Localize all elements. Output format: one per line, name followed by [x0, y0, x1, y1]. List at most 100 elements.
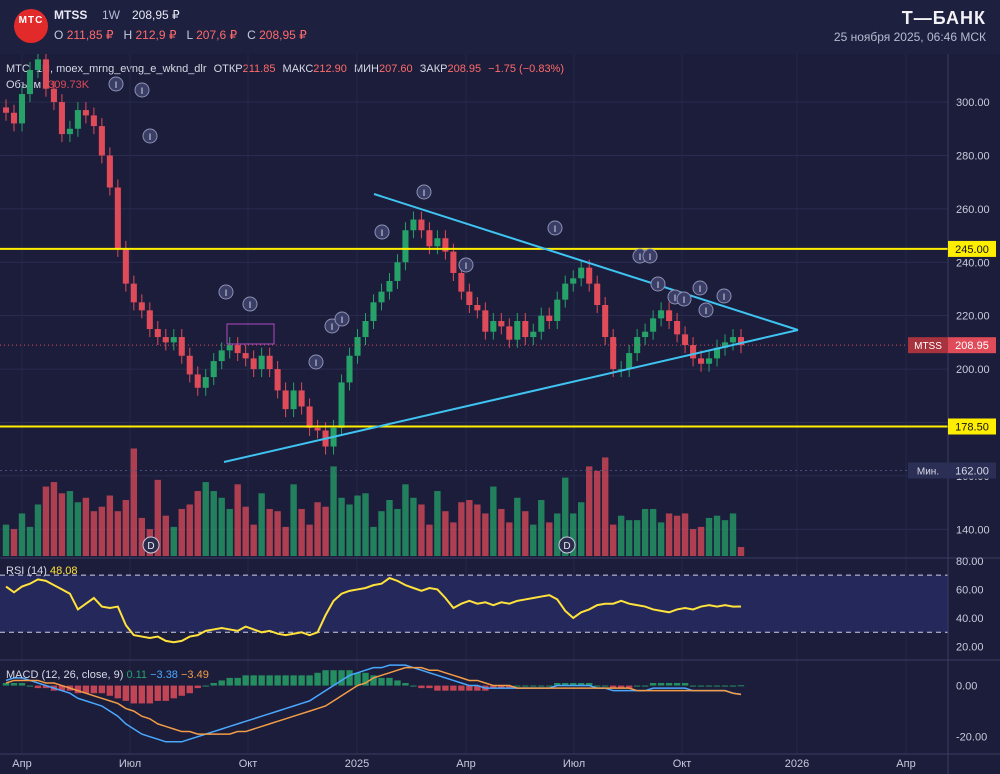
macd-histogram-bar: [18, 683, 26, 686]
event-marker-dividend: [142, 536, 160, 554]
candle-body: [266, 355, 273, 370]
volume-bar: [114, 511, 122, 556]
volume-bar: [330, 466, 337, 556]
macd-histogram-bar: [138, 685, 146, 704]
y-tick-label: 300.00: [956, 97, 990, 109]
macd-histogram-bar: [266, 675, 273, 686]
chart-header: МТС MTSS 1W 208,95 ₽ O 211,85 ₽ H 212,9 …: [0, 0, 1000, 54]
macd-line: [5, 664, 742, 743]
volume-bar: [378, 511, 385, 556]
macd-histogram-bar: [458, 685, 465, 691]
volume-bar: [617, 515, 625, 556]
legend-low: 207.60: [379, 63, 413, 75]
volume-bar: [649, 508, 657, 556]
event-marker-info-label: I: [225, 288, 228, 298]
macd-histogram-bar: [226, 677, 233, 686]
macd-histogram-bar: [170, 685, 177, 699]
volume-bar: [434, 491, 441, 556]
rsi-pane: RSI (14) 48.08: [0, 557, 1000, 644]
candle-body: [650, 318, 657, 332]
event-marker-info-label: I: [705, 306, 708, 316]
macd-histogram-bar: [290, 675, 297, 686]
rsi-line: [5, 576, 742, 644]
timeframe-label[interactable]: 1W: [102, 8, 120, 22]
candle-body: [202, 377, 209, 388]
y-tick-label: 140.00: [956, 524, 990, 536]
candle-body: [18, 94, 26, 124]
volume-bar: [458, 502, 465, 556]
volume-bar: [314, 502, 321, 556]
volume-bar: [490, 486, 497, 556]
candle-body: [402, 230, 409, 263]
macd-histogram-bar: [633, 685, 641, 687]
event-marker-dividend-label: D: [147, 541, 154, 552]
event-marker-info: [458, 257, 474, 273]
y-tick-label: 280.00: [956, 150, 990, 162]
candle-body: [546, 315, 553, 322]
candle-body: [290, 390, 297, 410]
event-marker-info: [374, 224, 390, 240]
candle-body: [106, 155, 113, 188]
event-marker-info-label: I: [423, 188, 426, 198]
volume-bar: [665, 513, 673, 556]
candle-body: [258, 355, 265, 370]
signal-line: [5, 666, 742, 735]
candle-body: [226, 345, 233, 351]
candle-body: [298, 390, 305, 407]
event-marker-info-label: I: [115, 80, 118, 90]
candle-body: [90, 115, 97, 127]
candle-body: [690, 345, 697, 359]
volume-bar: [42, 486, 50, 556]
macd-histogram-bar: [442, 685, 449, 691]
legend-change: −1.75 (−0.83%): [488, 63, 564, 75]
volume-bar: [721, 520, 729, 556]
volume-bar: [354, 495, 361, 556]
event-marker-info: [642, 248, 658, 264]
volume-bar: [625, 520, 633, 556]
candle-body: [538, 315, 545, 332]
volume-bar: [106, 495, 114, 556]
macd-histogram-bar: [673, 683, 681, 686]
macd-histogram-bar: [594, 685, 601, 687]
open-value: 211,85 ₽: [66, 28, 114, 42]
volume-bar: [90, 511, 98, 556]
legend-volume-label: Объем: [6, 79, 41, 91]
candle-body: [130, 283, 137, 303]
candle-body: [378, 291, 385, 303]
candle-body: [58, 102, 65, 135]
candle-body: [42, 59, 49, 89]
candle-body: [562, 283, 569, 300]
event-marker-info: [650, 276, 666, 292]
high-label: H: [123, 28, 133, 42]
chart-background: [0, 54, 1000, 774]
macd-pane: MACD (12, 26, close, 9) 0.11 −3.38 −3.49: [0, 659, 1000, 755]
macd-histogram-bar: [450, 685, 457, 691]
macd-tick-label: -20.00: [956, 732, 987, 744]
mts-logo: МТС: [14, 9, 48, 43]
candle-body: [154, 329, 161, 338]
volume-bar: [370, 526, 377, 556]
chart-canvas[interactable]: МТС, 1H, moex_mrng_evng_e_wknd_dlr ОТКР2…: [0, 54, 1000, 774]
candle-body: [146, 310, 153, 330]
candle-body: [522, 321, 529, 338]
rsi-legend: RSI (14) 48.08: [6, 565, 78, 577]
rsi-tick-label: 40.00: [956, 613, 984, 625]
candle-body: [10, 112, 18, 124]
macd-histogram-bar: [162, 685, 169, 701]
event-marker-info-label: I: [649, 252, 652, 262]
event-marker-info-label: I: [249, 300, 252, 310]
candle-body: [474, 305, 481, 311]
logo-text: МТС: [18, 15, 44, 26]
macd-histogram-bar: [378, 677, 385, 686]
snapshot-datetime: 25 ноября 2025, 06:46 МСК: [833, 30, 986, 44]
candle-body: [282, 390, 289, 410]
volume-bar: [713, 515, 721, 556]
macd-histogram-bar: [90, 685, 98, 694]
event-marker-info: [218, 284, 234, 300]
candle-body: [570, 278, 577, 284]
volume-bar: [186, 504, 193, 556]
ticker-symbol[interactable]: MTSS: [54, 8, 88, 22]
candle-body: [426, 230, 433, 247]
macd-histogram-bar: [697, 685, 705, 687]
candle-body: [586, 267, 593, 284]
